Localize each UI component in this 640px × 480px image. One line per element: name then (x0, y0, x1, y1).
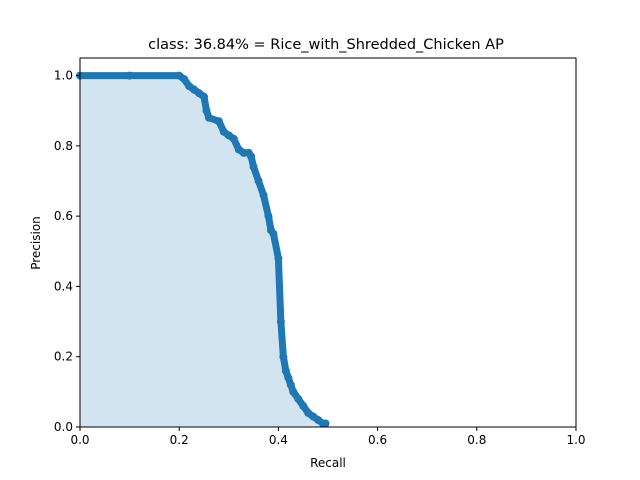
pr-curve-point (180, 75, 189, 84)
pr-curve-point (247, 152, 256, 161)
pr-curve-point (299, 401, 308, 410)
plot-area (76, 71, 330, 428)
pr-curve-point (286, 380, 295, 389)
pr-curve-point (289, 387, 298, 396)
pr-curve-point (276, 317, 285, 326)
x-tick-label: 0.6 (368, 433, 387, 447)
y-axis-label: Precision (29, 216, 43, 270)
plot-frame (79, 57, 577, 428)
pr-curve-point (279, 352, 288, 361)
y-tick-label: 0.2 (54, 350, 73, 364)
x-tick-label: 1.0 (566, 433, 585, 447)
y-tick-label: 1.0 (54, 69, 73, 83)
x-tick-label: 0.0 (70, 433, 89, 447)
pr-curve-point (204, 113, 213, 122)
pr-curve-point (269, 229, 278, 238)
pr-curve-point (249, 162, 258, 171)
pr-curve-point (281, 366, 290, 375)
pr-curve-point (254, 177, 263, 185)
pr-curve-point (200, 92, 208, 101)
pr-curve-point (125, 71, 134, 80)
x-axis-label: Recall (310, 456, 346, 470)
pr-curve-area (80, 75, 326, 428)
pr-curve-point (294, 394, 303, 403)
pr-curve-point (264, 212, 273, 221)
chart-title: class: 36.84% = Rice_with_Shredded_Chick… (148, 37, 504, 53)
pr-curve-point (202, 106, 211, 115)
pr-curve-point (321, 419, 330, 428)
pr-curve-point (229, 134, 238, 143)
x-tick-label: 0.8 (467, 433, 486, 447)
pr-curve-point (259, 191, 268, 200)
y-tick-label: 0.0 (54, 420, 73, 434)
pr-curve-point (284, 373, 293, 382)
x-axis: 0.0 0.2 0.4 0.6 0.8 1.0 (70, 427, 586, 447)
x-tick-label: 0.4 (269, 433, 288, 447)
x-tick-label: 0.2 (170, 433, 189, 447)
pr-curve-point (274, 254, 283, 263)
y-tick-label: 0.8 (54, 139, 73, 153)
pr-curve-point (214, 117, 223, 126)
y-axis: 0.0 0.2 0.4 0.6 0.8 1.0 (54, 69, 80, 434)
y-tick-label: 0.4 (54, 279, 73, 293)
y-tick-label: 0.6 (54, 209, 73, 223)
